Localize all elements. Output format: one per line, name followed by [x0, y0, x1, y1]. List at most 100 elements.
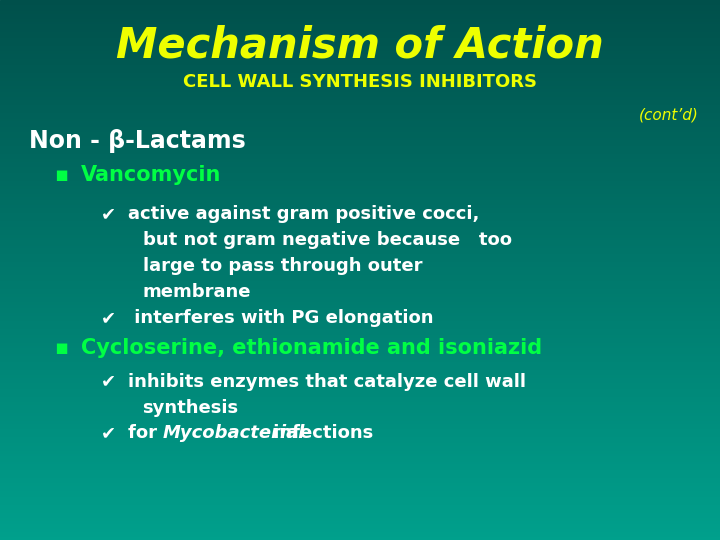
Bar	[0, 494, 720, 497]
Bar	[0, 300, 720, 302]
Bar	[0, 313, 720, 316]
Bar	[0, 92, 720, 94]
Bar	[0, 230, 720, 232]
Bar	[0, 472, 720, 475]
Bar	[0, 16, 720, 19]
Bar	[0, 456, 720, 459]
Bar	[0, 470, 720, 472]
Bar	[0, 421, 720, 424]
Bar	[0, 119, 720, 122]
Bar	[0, 427, 720, 429]
Bar	[0, 11, 720, 14]
Bar	[0, 246, 720, 248]
Bar	[0, 310, 720, 313]
Bar	[0, 14, 720, 16]
Bar	[0, 410, 720, 413]
Bar	[0, 500, 720, 502]
Bar	[0, 251, 720, 254]
Bar	[0, 289, 720, 292]
Text: CELL WALL SYNTHESIS INHIBITORS: CELL WALL SYNTHESIS INHIBITORS	[183, 73, 537, 91]
Text: ▪: ▪	[54, 165, 68, 185]
Bar	[0, 526, 720, 529]
Bar	[0, 122, 720, 124]
Bar	[0, 68, 720, 70]
Bar	[0, 502, 720, 505]
Bar	[0, 375, 720, 378]
Bar	[0, 356, 720, 359]
Text: Non - β-Lactams: Non - β-Lactams	[29, 129, 246, 152]
Bar	[0, 157, 720, 159]
Bar	[0, 30, 720, 32]
Bar	[0, 486, 720, 489]
Bar	[0, 162, 720, 165]
Bar	[0, 284, 720, 286]
Bar	[0, 440, 720, 443]
Bar	[0, 86, 720, 89]
Bar	[0, 57, 720, 59]
Bar	[0, 146, 720, 148]
Bar	[0, 321, 720, 324]
Bar	[0, 84, 720, 86]
Bar	[0, 154, 720, 157]
Bar	[0, 510, 720, 513]
Bar	[0, 94, 720, 97]
Bar	[0, 273, 720, 275]
Bar	[0, 408, 720, 410]
Bar	[0, 513, 720, 516]
Bar	[0, 43, 720, 46]
Bar	[0, 46, 720, 49]
Bar	[0, 113, 720, 116]
Bar	[0, 35, 720, 38]
Bar	[0, 108, 720, 111]
Bar	[0, 124, 720, 127]
Bar	[0, 32, 720, 35]
Bar	[0, 267, 720, 270]
Bar	[0, 127, 720, 130]
Bar	[0, 24, 720, 27]
Text: ✔: ✔	[101, 424, 116, 442]
Bar	[0, 216, 720, 219]
Bar	[0, 159, 720, 162]
Bar	[0, 362, 720, 364]
Bar	[0, 359, 720, 362]
Bar	[0, 232, 720, 235]
Bar	[0, 524, 720, 526]
Bar	[0, 213, 720, 216]
Bar	[0, 386, 720, 389]
Text: membrane: membrane	[143, 283, 251, 301]
Bar	[0, 194, 720, 197]
Bar	[0, 532, 720, 535]
Bar	[0, 443, 720, 445]
Bar	[0, 178, 720, 181]
Bar	[0, 308, 720, 310]
Bar	[0, 446, 720, 448]
Bar	[0, 327, 720, 329]
Bar	[0, 89, 720, 92]
Bar	[0, 105, 720, 108]
Bar	[0, 475, 720, 478]
Bar	[0, 278, 720, 281]
Bar	[0, 351, 720, 354]
Bar	[0, 535, 720, 537]
Bar	[0, 65, 720, 68]
Bar	[0, 256, 720, 259]
Bar	[0, 302, 720, 305]
Bar	[0, 27, 720, 30]
Bar	[0, 370, 720, 373]
Bar	[0, 262, 720, 265]
Bar	[0, 221, 720, 224]
Bar	[0, 459, 720, 462]
Bar	[0, 70, 720, 73]
Bar	[0, 378, 720, 381]
Bar	[0, 238, 720, 240]
Bar	[0, 254, 720, 256]
Text: infections: infections	[267, 424, 374, 442]
Bar	[0, 103, 720, 105]
Bar	[0, 483, 720, 486]
Bar	[0, 367, 720, 370]
Bar	[0, 270, 720, 273]
Bar	[0, 219, 720, 221]
Text: interferes with PG elongation: interferes with PG elongation	[128, 309, 433, 327]
Bar	[0, 437, 720, 440]
Bar	[0, 467, 720, 470]
